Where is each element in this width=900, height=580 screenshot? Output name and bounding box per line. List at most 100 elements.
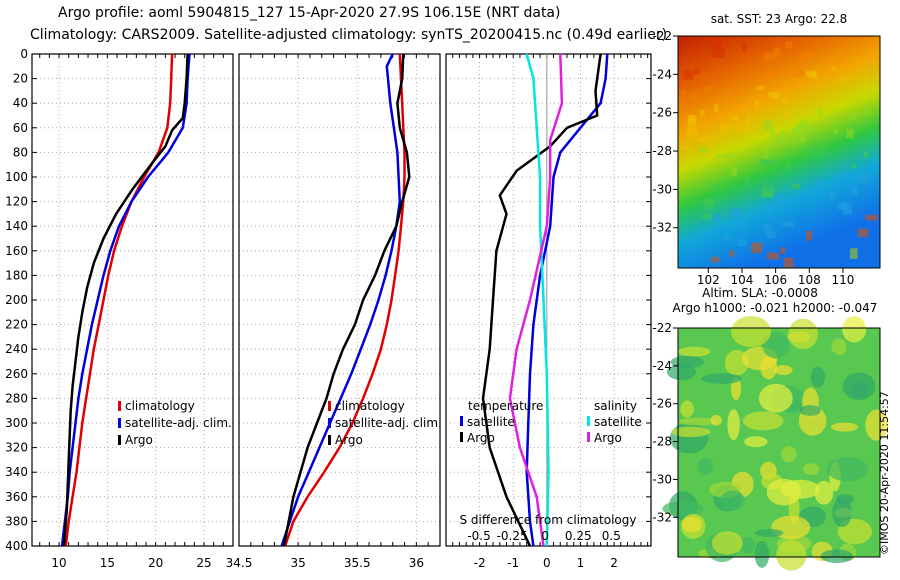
sst-cell — [785, 163, 792, 170]
sst-cell — [833, 128, 839, 134]
series-argo-line — [62, 53, 189, 547]
sla-y-tick-label: -24 — [652, 359, 672, 373]
sst-cell — [763, 120, 773, 131]
sst-cell — [763, 52, 777, 61]
sla-cell — [742, 411, 784, 431]
sst-cell — [719, 124, 730, 134]
sst-cell — [712, 47, 725, 58]
x-tick-label-t: 2 — [610, 556, 618, 570]
sst-cell — [766, 159, 779, 165]
sst-cell — [782, 98, 790, 105]
sla-cell — [730, 316, 772, 348]
sla-cell — [766, 478, 801, 506]
sla-y-tick-label: -26 — [652, 397, 672, 411]
sst-y-tick-label: -28 — [652, 144, 672, 158]
y-tick-label: 220 — [5, 318, 28, 332]
y-tick-label: 20 — [13, 72, 28, 86]
sst-cell — [702, 213, 715, 220]
y-tick-label: 380 — [5, 514, 28, 528]
sst-map-title: sat. SST: 23 Argo: 22.8 — [711, 12, 848, 26]
sla-cell — [671, 426, 711, 438]
sst-cell — [829, 191, 836, 201]
sla-cell — [814, 480, 834, 505]
sst-cell — [768, 92, 780, 99]
sst-cell — [796, 122, 802, 128]
sst-cell — [761, 193, 773, 198]
sst-cell — [795, 126, 806, 135]
x-tick-label: 35 — [290, 556, 305, 570]
sla-y-tick-label: -28 — [652, 435, 672, 449]
sla-title-line2: Argo h1000: -0.021 h2000: -0.047 — [673, 301, 878, 315]
sla-cell — [826, 457, 869, 482]
legend-swatch-temp-argo — [460, 432, 463, 442]
sst-x-tick-label: 108 — [798, 273, 821, 287]
legend-label-temp-argo: Argo — [467, 431, 495, 445]
sst-x-tick-label: 104 — [731, 273, 754, 287]
sst-cell — [780, 247, 786, 254]
sla-y-tick-label: -30 — [652, 472, 672, 486]
sla-cell — [781, 446, 797, 463]
legend-label-satellite: satellite-adj. clim. — [125, 416, 232, 430]
sst-cell — [761, 186, 775, 197]
sst-cell — [751, 242, 763, 254]
y-tick-label: 280 — [5, 391, 28, 405]
y-tick-label: 140 — [5, 219, 28, 233]
legend-label-sal-satellite: satellite — [594, 415, 642, 429]
y-tick-label: 360 — [5, 490, 28, 504]
sst-cell — [738, 219, 747, 227]
sst-cell — [716, 154, 724, 159]
series-argo-line — [282, 53, 411, 547]
sla-cell — [677, 346, 711, 357]
series-magenta-line — [508, 53, 564, 547]
sla-cell — [820, 549, 854, 564]
sst-cell — [770, 128, 775, 139]
sla-cell — [701, 373, 742, 384]
sst-cell — [850, 113, 857, 119]
y-tick-label: 200 — [5, 293, 28, 307]
sla-y-tick-label: -32 — [652, 510, 672, 524]
sst-cell — [764, 149, 769, 160]
sst-cell — [763, 223, 772, 231]
sst-cell — [842, 204, 852, 215]
sst-cell — [839, 76, 847, 83]
x-tick-label-t: 0 — [543, 556, 551, 570]
x-tick-label-t: -1 — [507, 556, 519, 570]
sst-cell — [775, 135, 788, 145]
sla-map-frame — [677, 327, 881, 558]
legend-label-satellite: satellite-adj. clim. — [335, 416, 442, 430]
sst-cell — [687, 128, 698, 137]
sst-y-tick-label: -32 — [652, 221, 672, 235]
legend-label-temp-satellite: satellite — [467, 415, 515, 429]
sst-cell — [714, 104, 719, 113]
sla-cell — [830, 422, 859, 432]
sst-x-tick-label: 110 — [832, 273, 855, 287]
legend-swatch-argo — [118, 435, 121, 445]
sst-cell — [725, 152, 735, 159]
sst-cell — [678, 145, 687, 150]
sst-cell — [851, 163, 857, 169]
sst-cell — [820, 146, 827, 155]
sla-cell — [788, 318, 819, 350]
sst-cell — [766, 252, 779, 260]
legend-label-climatology: climatology — [335, 399, 405, 413]
sst-cell — [730, 207, 743, 219]
sla-cell — [774, 365, 793, 376]
sst-cell — [680, 91, 686, 98]
sst-y-tick-label: -30 — [652, 182, 672, 196]
sla-cell — [803, 463, 820, 476]
sst-cell — [806, 230, 813, 241]
sst-cell — [693, 68, 700, 75]
sst-cell — [737, 239, 747, 247]
sla-cell — [758, 383, 793, 413]
series-climatology-line — [64, 53, 174, 547]
sst-cell — [764, 159, 769, 169]
sst-cell — [800, 119, 807, 130]
legend-label-climatology: climatology — [125, 399, 195, 413]
sst-cell — [687, 114, 696, 126]
x-tick-label-t: 1 — [577, 556, 585, 570]
sst-cell — [742, 42, 747, 52]
sla-cell — [836, 494, 854, 505]
sst-cell — [831, 66, 837, 71]
x-tick-label-s: -0.5 — [467, 529, 490, 543]
sla-cell — [680, 400, 695, 418]
